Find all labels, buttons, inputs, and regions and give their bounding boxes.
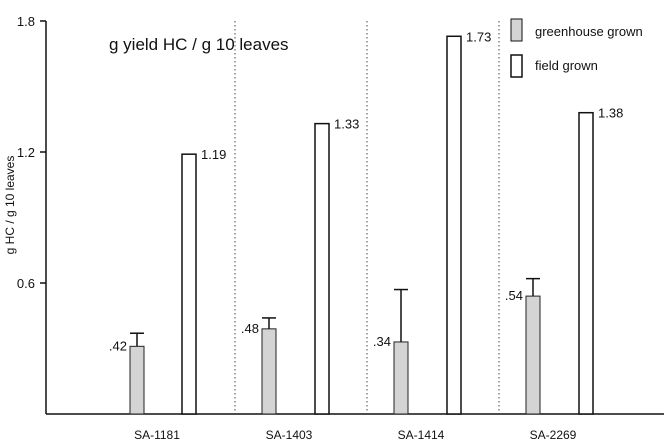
data-label-greenhouse-SA-2269: .54 — [505, 288, 523, 303]
bars — [129, 35, 594, 415]
bar-greenhouse-SA-1403 — [261, 328, 277, 415]
data-label-field-SA-1414: 1.73 — [466, 29, 491, 44]
y-tick-label-1: 1.2 — [17, 145, 35, 160]
data-labels: .42 1.19 .48 1.33 .34 1.73 .54 1.38 — [109, 29, 623, 353]
bar-field-SA-1414 — [446, 35, 462, 415]
legend-label-field: field grown — [535, 58, 598, 73]
legend-label-greenhouse: greenhouse grown — [535, 24, 643, 39]
bar-field-SA-2269 — [578, 111, 594, 415]
data-label-field-SA-2269: 1.38 — [598, 106, 623, 121]
legend-swatch-greenhouse — [510, 18, 523, 42]
data-label-greenhouse-SA-1181: .42 — [109, 338, 127, 353]
x-tick-label-SA-1403: SA-1403 — [266, 428, 313, 442]
data-label-greenhouse-SA-1414: .34 — [373, 334, 391, 349]
bar-greenhouse-SA-2269 — [525, 295, 541, 415]
y-tick-label-2: 1.8 — [17, 14, 35, 29]
legend-swatch-field — [510, 54, 523, 78]
y-tick-label-0: 0.6 — [17, 276, 35, 291]
bar-field-SA-1181 — [181, 153, 197, 415]
y-axis: 0.6 1.2 1.8 g HC / g 10 leaves — [3, 14, 47, 414]
x-tick-label-SA-1181: SA-1181 — [134, 428, 180, 442]
data-label-greenhouse-SA-1403: .48 — [241, 321, 259, 336]
bar-greenhouse-SA-1181 — [129, 345, 145, 415]
data-label-field-SA-1403: 1.33 — [334, 117, 359, 132]
bar-field-SA-1403 — [314, 122, 330, 415]
chart-title: g yield HC / g 10 leaves — [109, 35, 289, 54]
data-label-field-SA-1181: 1.19 — [201, 147, 226, 162]
legend: greenhouse grown field grown — [510, 18, 643, 78]
y-axis-label: g HC / g 10 leaves — [3, 156, 17, 255]
group-separators — [234, 21, 500, 414]
x-tick-label-SA-1414: SA-1414 — [398, 428, 445, 442]
x-tick-labels: SA-1181 SA-1403 SA-1414 SA-2269 — [134, 428, 577, 442]
bar-greenhouse-SA-1414 — [393, 341, 409, 415]
x-tick-label-SA-2269: SA-2269 — [530, 428, 577, 442]
